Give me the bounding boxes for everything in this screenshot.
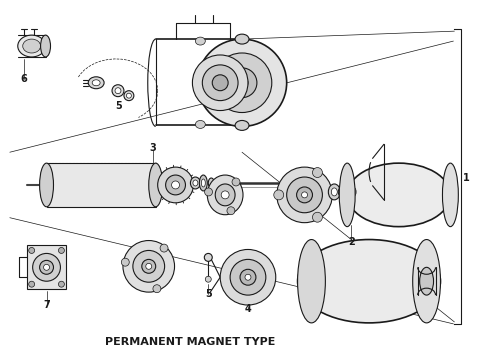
Ellipse shape	[40, 260, 53, 274]
Ellipse shape	[41, 35, 50, 57]
Text: 5: 5	[205, 289, 212, 299]
Ellipse shape	[18, 35, 46, 57]
Ellipse shape	[245, 274, 251, 280]
Ellipse shape	[44, 264, 49, 270]
Ellipse shape	[197, 39, 287, 126]
Ellipse shape	[227, 207, 235, 215]
Ellipse shape	[345, 189, 351, 195]
Ellipse shape	[230, 260, 266, 295]
Ellipse shape	[196, 37, 205, 45]
Ellipse shape	[313, 167, 322, 177]
Ellipse shape	[227, 68, 257, 98]
Ellipse shape	[208, 178, 214, 188]
Ellipse shape	[205, 276, 211, 282]
Ellipse shape	[352, 188, 356, 196]
Text: 7: 7	[43, 300, 50, 310]
Ellipse shape	[142, 260, 156, 273]
Ellipse shape	[124, 91, 134, 100]
Ellipse shape	[274, 190, 284, 200]
Text: 2: 2	[348, 237, 355, 247]
Ellipse shape	[419, 267, 434, 295]
Ellipse shape	[153, 285, 161, 293]
Ellipse shape	[297, 239, 325, 323]
Text: 5: 5	[116, 100, 122, 111]
Ellipse shape	[204, 253, 212, 261]
Ellipse shape	[221, 191, 229, 199]
Ellipse shape	[193, 180, 198, 186]
Ellipse shape	[212, 75, 228, 91]
Ellipse shape	[23, 39, 41, 53]
Ellipse shape	[235, 34, 249, 44]
Text: PERMANENT MAGNET TYPE: PERMANENT MAGNET TYPE	[105, 337, 275, 347]
Ellipse shape	[287, 177, 322, 213]
Ellipse shape	[29, 281, 35, 287]
Ellipse shape	[277, 167, 332, 223]
Ellipse shape	[196, 121, 205, 129]
Ellipse shape	[123, 240, 174, 292]
Ellipse shape	[33, 253, 60, 281]
Ellipse shape	[58, 247, 64, 253]
Ellipse shape	[29, 247, 35, 253]
Ellipse shape	[172, 181, 179, 189]
Ellipse shape	[328, 184, 340, 200]
Ellipse shape	[149, 163, 163, 207]
Text: 6: 6	[21, 74, 27, 84]
Ellipse shape	[126, 93, 131, 98]
Ellipse shape	[232, 178, 240, 186]
Text: 3: 3	[149, 143, 156, 153]
Ellipse shape	[297, 239, 441, 323]
Ellipse shape	[207, 175, 243, 215]
Ellipse shape	[146, 264, 152, 269]
Ellipse shape	[112, 85, 124, 96]
Ellipse shape	[40, 163, 53, 207]
Text: 1: 1	[463, 173, 469, 183]
Bar	[26, 246, 66, 289]
Ellipse shape	[115, 88, 121, 94]
Ellipse shape	[296, 187, 313, 203]
Ellipse shape	[301, 192, 308, 198]
Ellipse shape	[339, 163, 355, 227]
Ellipse shape	[347, 163, 450, 227]
Ellipse shape	[191, 177, 200, 189]
Ellipse shape	[236, 77, 248, 89]
Ellipse shape	[235, 121, 249, 130]
Bar	[47, 163, 156, 207]
Ellipse shape	[220, 249, 276, 305]
Ellipse shape	[193, 55, 248, 111]
Ellipse shape	[58, 281, 64, 287]
Ellipse shape	[92, 80, 100, 86]
Ellipse shape	[240, 269, 256, 285]
Ellipse shape	[158, 167, 194, 203]
Ellipse shape	[215, 184, 235, 206]
Ellipse shape	[413, 239, 441, 323]
Ellipse shape	[338, 187, 346, 197]
Ellipse shape	[122, 258, 129, 266]
Ellipse shape	[202, 65, 238, 100]
Ellipse shape	[160, 244, 168, 252]
Ellipse shape	[313, 212, 322, 222]
Ellipse shape	[204, 188, 213, 196]
Text: 4: 4	[245, 304, 251, 314]
Ellipse shape	[166, 175, 185, 195]
Ellipse shape	[212, 53, 272, 113]
Ellipse shape	[88, 77, 104, 89]
Ellipse shape	[442, 163, 458, 227]
Ellipse shape	[201, 179, 205, 187]
Ellipse shape	[199, 175, 207, 191]
Ellipse shape	[133, 251, 165, 282]
Ellipse shape	[331, 188, 337, 196]
